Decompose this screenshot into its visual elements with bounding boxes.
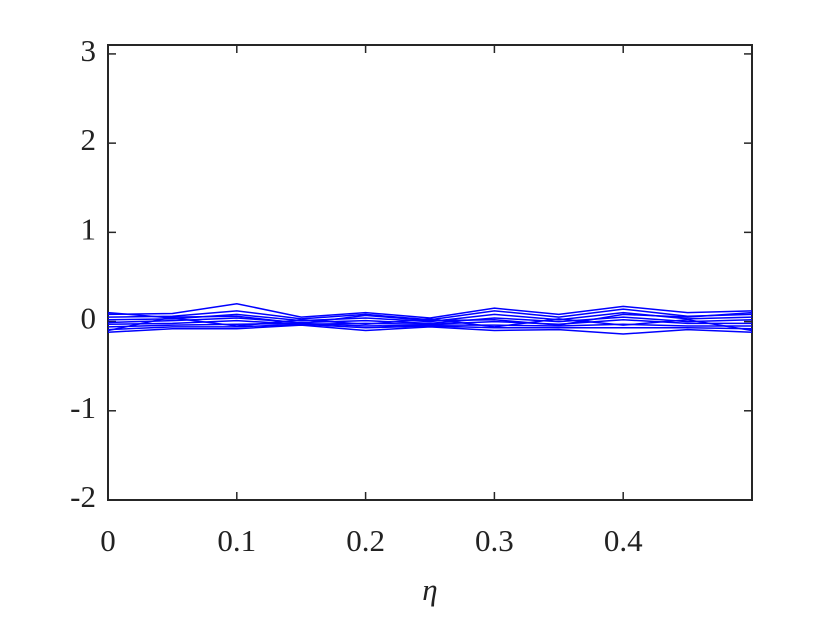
series-line [107, 324, 753, 335]
series-line [107, 302, 753, 319]
x-tick-label: 0.2 [346, 523, 385, 558]
y-tick-label: 1 [81, 211, 97, 246]
y-tick-label: -2 [70, 479, 96, 514]
series-line [107, 316, 753, 325]
x-tick-label: 0.3 [475, 523, 514, 558]
series-line [107, 322, 752, 328]
y-tick-label: 3 [81, 33, 97, 68]
series-line [107, 311, 753, 332]
series-line [107, 311, 753, 332]
y-tick-label: 2 [81, 122, 97, 157]
x-tick-label: 0 [100, 523, 116, 558]
y-tick-label: 0 [81, 301, 97, 336]
x-axis-label: η [422, 572, 437, 607]
series-line [107, 323, 753, 331]
series-line [107, 319, 752, 326]
series-line [107, 308, 753, 321]
x-tick-label: 0.4 [604, 523, 643, 558]
y-tick-label: -1 [70, 390, 96, 425]
plot-frame [107, 44, 753, 501]
x-tick-label: 0.1 [217, 523, 256, 558]
